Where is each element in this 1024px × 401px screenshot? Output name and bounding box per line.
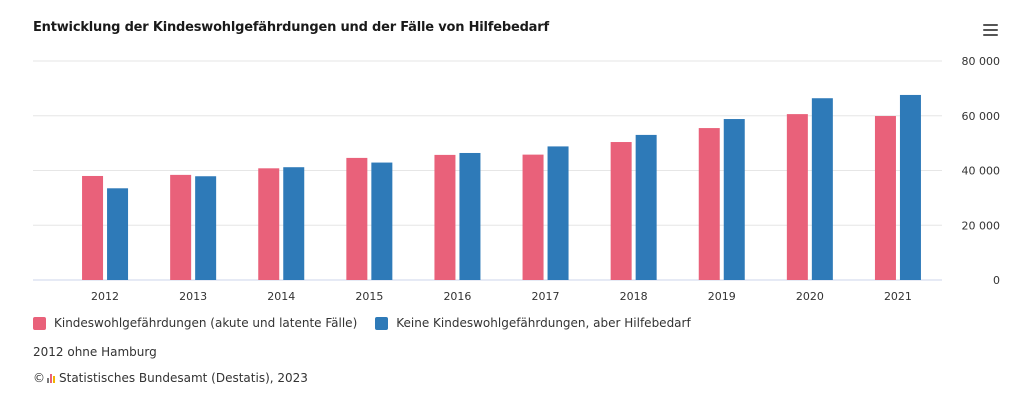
- legend-swatch-series2: [375, 316, 389, 330]
- legend-swatch-series1: [33, 316, 46, 330]
- y-tick-label: 60 000: [962, 110, 1001, 123]
- bar-series1: [170, 174, 192, 280]
- bar-series2: [547, 146, 569, 280]
- x-tick-label: 2021: [884, 290, 912, 303]
- x-tick-label: 2014: [267, 290, 295, 303]
- bar-series2: [459, 152, 481, 280]
- chart-credits[interactable]: © Statistisches Bundesamt (Destatis), 20…: [33, 371, 308, 385]
- bar-series1: [698, 128, 720, 280]
- x-tick-label: 2020: [796, 290, 824, 303]
- bar-series2: [283, 167, 305, 280]
- chart-title: Entwicklung der Kindeswohlgefährdungen u…: [33, 20, 549, 35]
- y-tick-label: 80 000: [962, 55, 1001, 68]
- bar-series1: [258, 168, 280, 280]
- hamburger-menu-icon[interactable]: [983, 24, 998, 37]
- bar-chart: 0 20 000 40 000 60 000 80 000 2012 2013 2014 201…: [33, 55, 1001, 303]
- bar-series2: [723, 119, 745, 280]
- bar-series2: [371, 162, 393, 280]
- chart-footnote: 2012 ohne Hamburg: [33, 345, 157, 359]
- y-tick-label: 20 000: [962, 219, 1001, 232]
- x-tick-label: 2015: [355, 290, 383, 303]
- x-tick-label: 2012: [91, 290, 119, 303]
- legend-item-series2[interactable]: Keine Kindeswohlgefährdungen, aber Hilfe…: [375, 316, 691, 330]
- bar-series2: [195, 176, 217, 280]
- copyright-symbol: ©: [33, 371, 45, 385]
- bar-series2: [811, 98, 833, 280]
- bar-series1: [610, 142, 632, 280]
- x-tick-label: 2013: [179, 290, 207, 303]
- credits-text: Statistisches Bundesamt (Destatis), 2023: [59, 371, 308, 385]
- bar-series1: [874, 116, 896, 281]
- bar-series1: [82, 175, 104, 280]
- y-tick-label: 0: [993, 274, 1000, 287]
- bar-series1: [434, 154, 456, 280]
- x-tick-label: 2017: [532, 290, 560, 303]
- legend-label-series2: Keine Kindeswohlgefährdungen, aber Hilfe…: [396, 316, 691, 330]
- bar-series1: [786, 114, 808, 280]
- bar-series2: [635, 134, 657, 280]
- x-tick-label: 2019: [708, 290, 736, 303]
- bar-series1: [522, 154, 544, 280]
- destatis-logo-icon: [47, 373, 56, 383]
- bar-series2: [107, 188, 129, 280]
- chart-legend: Kindeswohlgefährdungen (akute und latent…: [33, 316, 691, 330]
- x-tick-label: 2018: [620, 290, 648, 303]
- x-tick-label: 2016: [443, 290, 471, 303]
- legend-label-series1: Kindeswohlgefährdungen (akute und latent…: [54, 316, 358, 330]
- legend-item-series1[interactable]: Kindeswohlgefährdungen (akute und latent…: [33, 316, 357, 330]
- bar-series2: [899, 94, 921, 280]
- bar-series1: [346, 157, 368, 280]
- y-tick-label: 40 000: [962, 165, 1001, 178]
